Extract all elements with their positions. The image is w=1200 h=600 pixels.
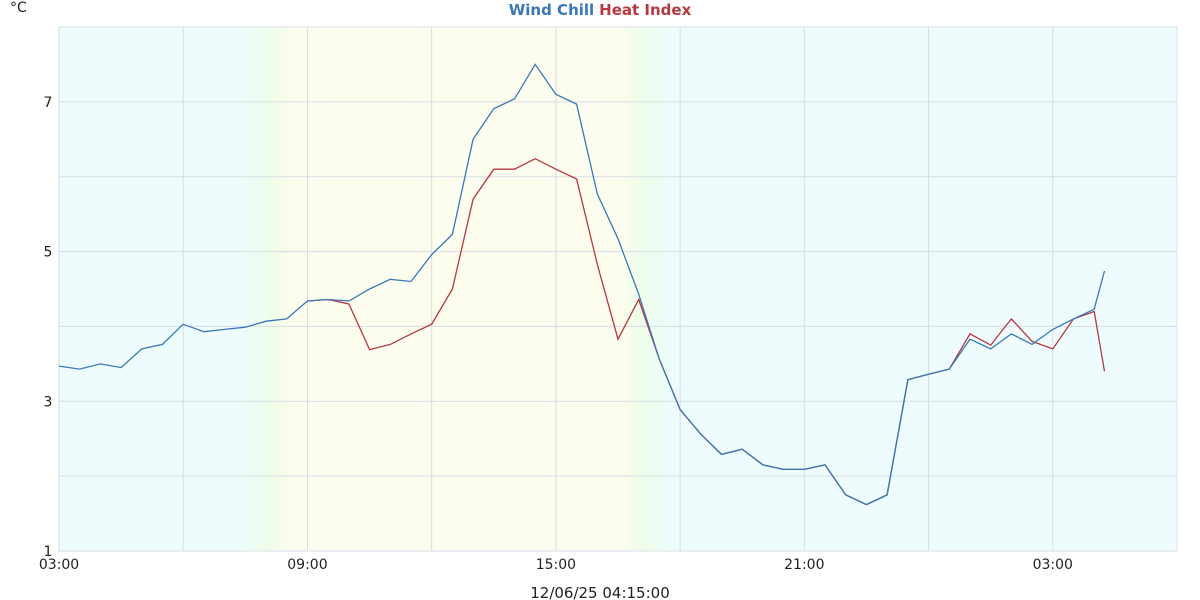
footer: 12/06/25 04:15:00 xyxy=(530,584,670,600)
legend-entry: Wind Chill xyxy=(509,1,594,19)
x-tick-label: 21:00 xyxy=(784,557,824,573)
legend: Wind Chill Heat Index xyxy=(509,1,692,19)
x-tick-label: 09:00 xyxy=(287,557,327,573)
plot-area xyxy=(58,26,1178,552)
y-tick-label: 5 xyxy=(44,245,53,261)
legend-entry: Heat Index xyxy=(599,1,691,19)
x-tick-label: 03:00 xyxy=(39,557,79,573)
y-tick-label: 7 xyxy=(44,95,53,111)
x-tick-label: 15:00 xyxy=(536,557,576,573)
x-tick-label: 03:00 xyxy=(1033,557,1073,573)
y-tick-label: 3 xyxy=(44,394,53,410)
data-line xyxy=(58,63,1106,506)
y-axis-label: °C xyxy=(10,0,27,16)
y-tick-label: 1 xyxy=(44,544,53,560)
